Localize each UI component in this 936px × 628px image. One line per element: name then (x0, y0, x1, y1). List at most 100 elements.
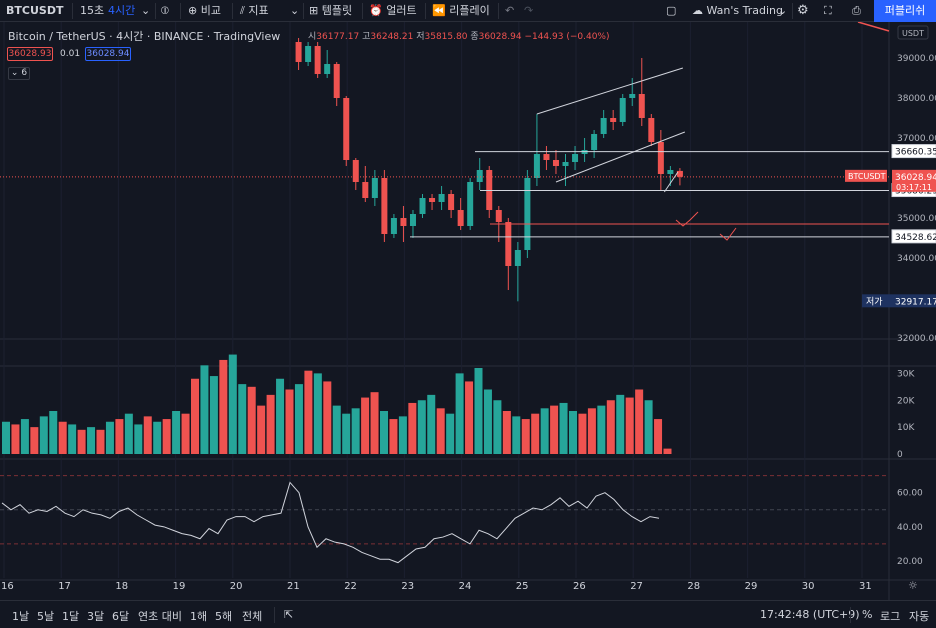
candle-body (619, 98, 626, 122)
volume-bar (616, 394, 625, 454)
volume-bar (663, 448, 672, 454)
level-price-label: 36660.35 (895, 148, 936, 158)
trendline-short[interactable] (663, 171, 679, 193)
rsi-axis-tick: 20.00 (897, 557, 923, 567)
indicators-button[interactable]: ⫽ 지표 (240, 4, 269, 17)
publish-button[interactable]: 퍼블리쉬 (874, 0, 936, 22)
candle-body (390, 218, 397, 234)
auto-scale-toggle[interactable]: 자동 (909, 610, 930, 623)
range-1d[interactable]: 1날 (12, 610, 30, 623)
volume-bar (521, 419, 530, 454)
volume-bar (39, 416, 48, 454)
candle-body (676, 170, 683, 177)
symbol-price-tag (845, 169, 887, 182)
time-axis-tick: 21 (287, 581, 300, 592)
chevron-down-icon[interactable]: ⌄ (290, 4, 300, 17)
layout-button[interactable]: ☁ Wan's Trading (692, 4, 783, 17)
volume-bar (238, 384, 247, 454)
range-1m[interactable]: 1달 (62, 610, 80, 623)
candle-body (343, 98, 350, 160)
sell-button[interactable]: 36028.93 (7, 47, 53, 61)
price-axis-tick: 34000.00 (897, 254, 936, 264)
volume-bar (209, 376, 218, 454)
volume-bar (587, 408, 596, 454)
current-price-label: 36028.94 (895, 173, 936, 183)
range-1y[interactable]: 1해 (190, 610, 208, 623)
compare-button[interactable]: ⊕ 비교 (188, 4, 221, 17)
range-3m[interactable]: 3달 (87, 610, 105, 623)
volume-bar (143, 416, 152, 454)
candles-style-icon[interactable]: ⦶ (161, 4, 169, 17)
chevron-down-icon[interactable]: ⌄ (141, 4, 151, 17)
time-axis-tick: 17 (58, 581, 71, 592)
clock-display[interactable]: 17:42:48 (UTC+9) (760, 608, 860, 621)
low-price-tag-label: 저가 (866, 296, 883, 307)
volume-bar (436, 408, 445, 454)
chevron-down-icon[interactable]: ⌄ (778, 4, 788, 17)
candle-body (524, 178, 531, 250)
price-axis-tick: 32000.00 (897, 334, 936, 344)
fullscreen-square-icon[interactable]: ▢ (666, 4, 677, 17)
checkmark-annotation[interactable] (675, 211, 699, 227)
alert-button[interactable]: ⏰ 얼러트 (369, 4, 417, 17)
range-all[interactable]: 전체 (242, 610, 263, 623)
volume-bar (332, 405, 341, 454)
volume-bar (512, 416, 521, 454)
goto-date-icon[interactable]: ⇱ (284, 608, 294, 621)
top-toolbar: BTCUSDT 15초 4시간 ⌄ ⦶ ⊕ 비교 ⫽ 지표 ⌄ ⊞ 템플릿 ⏰ … (0, 0, 936, 22)
volume-bar (342, 413, 351, 454)
trendline-upper[interactable] (536, 67, 683, 115)
symbol-price-label: BTCUSDT (848, 172, 886, 181)
interval-active[interactable]: 4시간 (108, 4, 136, 17)
candle-body (600, 118, 607, 134)
trendline-corner[interactable] (857, 22, 890, 32)
candle-body (333, 64, 340, 98)
volume-bar (105, 421, 114, 454)
currency-button[interactable] (897, 25, 929, 40)
level-price-tag (891, 229, 936, 244)
volume-bar (266, 394, 275, 454)
candle-body (419, 198, 426, 214)
chart-canvas[interactable]: 39000.00 38000.00 37000.00 35000.00 34000.00… (0, 22, 936, 600)
currency-label: USDT (902, 29, 924, 38)
undo-icon[interactable]: ↶ (505, 4, 515, 17)
range-5y[interactable]: 5해 (215, 610, 233, 623)
range-ytd[interactable]: 연초 대비 (138, 610, 182, 623)
indicator-collapse-toggle[interactable]: ⌄ 6 (8, 67, 30, 80)
interval-seconds[interactable]: 15초 (80, 4, 105, 17)
volume-bar (474, 368, 483, 454)
candle-body (429, 198, 436, 202)
candle-body (495, 210, 502, 222)
indicators-icon: ⫽ (240, 4, 245, 17)
candle-body (486, 170, 493, 210)
range-5d[interactable]: 5날 (37, 610, 55, 623)
time-axis-tick: 18 (115, 581, 128, 592)
replay-button[interactable]: ⏪ 리플레이 (432, 4, 490, 17)
percent-scale-toggle[interactable]: % (862, 608, 873, 621)
volume-bar (578, 413, 587, 454)
candle-body (505, 222, 512, 266)
templates-button[interactable]: ⊞ 템플릿 (309, 4, 353, 17)
expand-icon[interactable]: ⛶ (824, 4, 832, 17)
checkmark-annotation[interactable] (719, 227, 737, 241)
volume-bar (124, 413, 133, 454)
range-6m[interactable]: 6달 (112, 610, 130, 623)
bottom-divider (850, 607, 851, 623)
time-axis-tick: 25 (516, 581, 529, 592)
trendline-lower[interactable] (555, 131, 686, 183)
time-axis-tick: 31 (859, 581, 872, 592)
camera-icon[interactable]: ⎙ (852, 4, 861, 17)
candle-body (667, 170, 674, 174)
price-axis-tick: 38000.00 (897, 94, 936, 104)
grid-icon: ⊞ (309, 4, 319, 17)
gear-icon[interactable]: ⚙ (797, 3, 809, 18)
volume-bar (408, 402, 417, 454)
volume-bar (323, 381, 332, 454)
log-scale-toggle[interactable]: 로그 (880, 610, 901, 623)
volume-bar (294, 384, 303, 454)
symbol-search[interactable]: BTCUSDT (6, 4, 64, 17)
toolbar-divider (792, 3, 793, 19)
redo-icon[interactable]: ↷ (524, 4, 534, 17)
volume-bar (304, 370, 313, 454)
buy-button[interactable]: 36028.94 (85, 47, 131, 61)
